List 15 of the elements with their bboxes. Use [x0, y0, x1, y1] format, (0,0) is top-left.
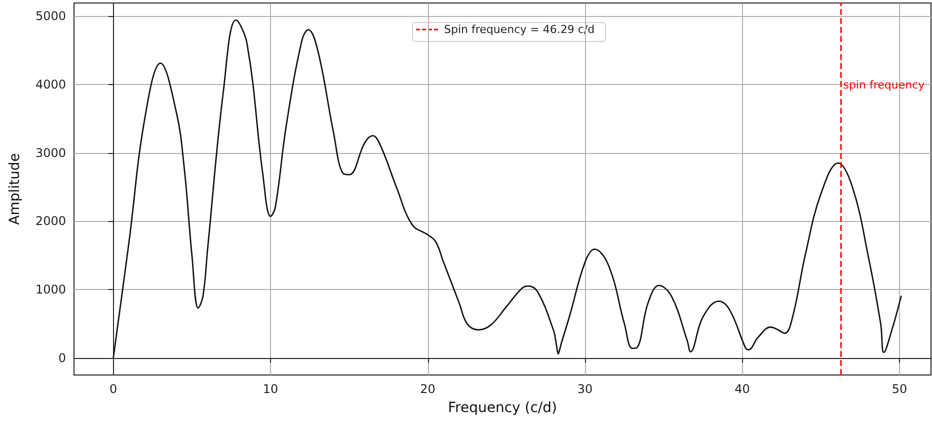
x-tick-label: 40	[734, 382, 750, 396]
x-tick-label: 10	[262, 382, 278, 396]
x-axis-title: Frequency (c/d)	[448, 400, 557, 416]
y-tick-label: 3000	[35, 146, 66, 160]
x-tick-label: 30	[577, 382, 593, 396]
x-tick-label: 50	[892, 382, 908, 396]
y-tick-label: 4000	[35, 77, 66, 92]
ref-line-label: spin frequency	[843, 78, 926, 92]
x-tick-label: 0	[109, 382, 118, 396]
y-tick-label: 1000	[35, 282, 66, 297]
y-axis-title: Amplitude	[7, 153, 23, 225]
y-tick-label: 2000	[35, 214, 66, 228]
x-tick-label: 20	[420, 382, 436, 396]
y-tick-label: 0	[58, 350, 66, 365]
y-tick-label: 5000	[35, 8, 66, 23]
